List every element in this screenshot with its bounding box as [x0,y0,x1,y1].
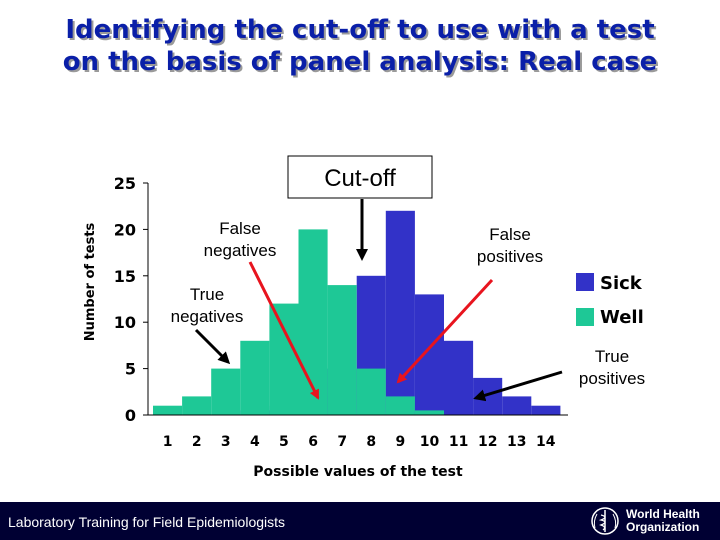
bar-sick-11 [444,340,474,415]
x-ticks: 1 2 3 4 5 6 7 8 9 10 11 12 13 14 [163,434,556,450]
bar-well-7 [327,285,357,415]
x-tick-label-4: 4 [250,434,260,450]
bar-well-3 [211,368,241,415]
y-ticks: 0 5 10 15 20 25 [114,174,148,425]
footer-bar: Laboratory Training for Field Epidemiolo… [0,502,720,540]
false-positives-arrow [396,278,494,384]
bar-well-2 [182,396,212,415]
x-tick-label-13: 13 [507,434,526,450]
bar-well-9 [385,396,415,415]
bar-well-1 [153,405,183,415]
x-tick-label-7: 7 [337,434,347,450]
true-negatives-label-2: negatives [171,307,244,326]
bar-well-8 [356,368,386,415]
title-line-1: Identifying the cut-off to use with a te… [65,15,655,45]
cutoff-box [287,155,433,199]
y-tick-label-20: 20 [114,220,136,239]
y-tick-label-15: 15 [114,267,136,286]
x-tick-label-5: 5 [279,434,289,450]
cutoff-label: Cut-off [324,165,396,192]
bar-sick-14 [531,405,561,415]
false-positives-label-2: positives [477,247,543,266]
well-bars [153,229,444,415]
true-negatives-arrow [194,328,231,365]
false-negatives-arrow [248,261,320,400]
footer-text: Laboratory Training for Field Epidemiolo… [8,514,286,530]
legend-well-swatch [576,308,594,326]
x-tick-label-6: 6 [308,434,318,450]
x-tick-label-11: 11 [449,434,468,450]
true-positives-label-2: positives [579,369,645,388]
legend-well-label: Well [600,307,644,328]
x-axis-label: Possible values of the test [253,464,463,480]
y-tick-label-25: 25 [114,174,136,193]
false-positives-label-1: False [489,225,531,244]
who-logo-line-1: World Health [626,507,700,521]
y-axis-label: Number of tests [83,222,98,341]
x-tick-label-8: 8 [366,434,376,450]
x-tick-label-9: 9 [396,434,406,450]
bar-sick-10 [414,294,444,415]
bar-well-6 [298,229,328,415]
page-title: Identifying the cut-off to use with a te… [0,14,720,78]
bar-well-5 [269,303,299,415]
legend-sick-label: Sick [600,273,643,294]
x-tick-label-12: 12 [478,434,497,450]
bar-well-4 [240,340,270,415]
true-positives-label-1: True [595,347,629,366]
true-negatives-label-1: True [190,285,224,304]
who-emblem-icon [591,507,619,535]
who-logo-line-2: Organization [626,520,700,534]
false-negatives-label-2: negatives [204,241,277,260]
bar-sick-9 [385,210,415,415]
who-logo-text: World Health Organization [626,508,700,534]
y-tick-label-10: 10 [114,313,136,332]
x-tick-label-14: 14 [536,434,556,450]
false-negatives-label-1: False [219,219,261,238]
bar-sick-13 [502,396,532,415]
title-line-2: on the basis of panel analysis: Real cas… [62,47,658,77]
true-positives-arrow [473,370,563,402]
legend-sick-swatch [576,273,594,291]
y-tick-label-0: 0 [125,406,136,425]
y-tick-label-5: 5 [125,360,136,379]
x-tick-label-2: 2 [192,434,202,450]
x-tick-label-3: 3 [221,434,231,450]
bar-well-10 [414,410,444,415]
x-tick-label-10: 10 [420,434,440,450]
x-tick-label-1: 1 [163,434,173,450]
